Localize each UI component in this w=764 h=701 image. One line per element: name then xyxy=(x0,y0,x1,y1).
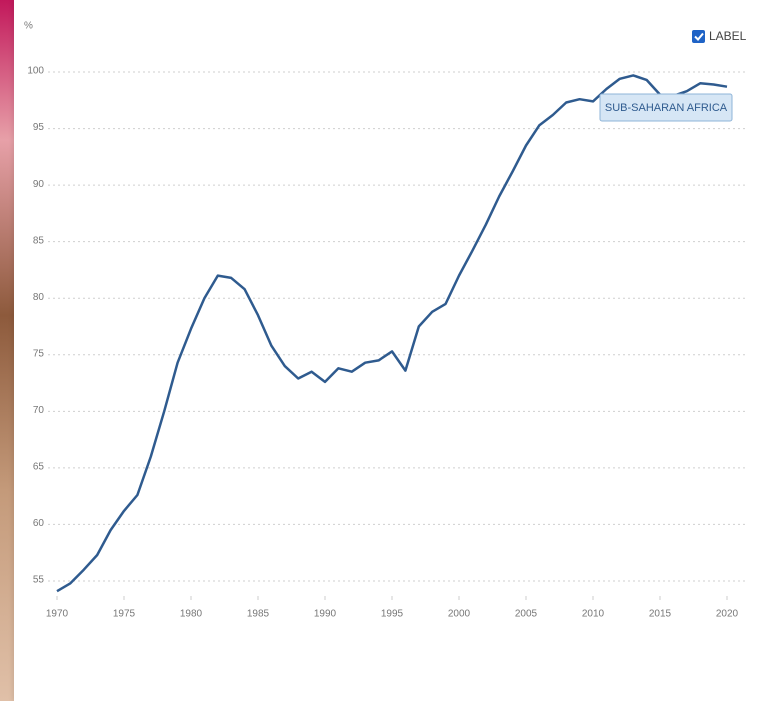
x-tick-label: 1995 xyxy=(381,609,404,620)
x-tick-label: 2000 xyxy=(448,609,471,620)
y-tick-label: 55 xyxy=(33,575,45,586)
y-tick-label: 95 xyxy=(33,122,45,133)
x-tick-label: 2005 xyxy=(515,609,538,620)
series-label-text: SUB-SAHARAN AFRICA xyxy=(605,102,728,114)
x-tick-label: 1985 xyxy=(247,609,270,620)
y-tick-label: 60 xyxy=(33,518,45,529)
y-axis-label: % xyxy=(24,21,33,32)
series-line xyxy=(56,74,728,593)
x-tick-label: 2010 xyxy=(582,609,605,620)
x-tick-label: 2020 xyxy=(716,609,739,620)
x-tick-label: 1975 xyxy=(113,609,136,620)
checkbox-label[interactable]: LABEL xyxy=(709,29,747,43)
y-tick-label: 100 xyxy=(27,66,44,77)
checkbox[interactable] xyxy=(692,30,705,43)
y-tick-label: 70 xyxy=(33,405,45,416)
x-tick-label: 1990 xyxy=(314,609,337,620)
x-tick-label: 1970 xyxy=(46,609,69,620)
x-tick-label: 2015 xyxy=(649,609,672,620)
label-toggle[interactable]: LABEL xyxy=(692,29,747,43)
checkmark xyxy=(694,32,704,41)
y-tick-label: 90 xyxy=(33,179,45,190)
y-tick-label: 75 xyxy=(33,348,45,359)
x-tick-label: 1980 xyxy=(180,609,203,620)
background-strip xyxy=(0,0,14,701)
series-label-box xyxy=(599,93,733,122)
y-tick-label: 65 xyxy=(33,462,45,473)
series-label: SUB-SAHARAN AFRICA xyxy=(599,93,733,122)
y-tick-label: 80 xyxy=(33,292,45,303)
y-tick-label: 85 xyxy=(33,235,45,246)
